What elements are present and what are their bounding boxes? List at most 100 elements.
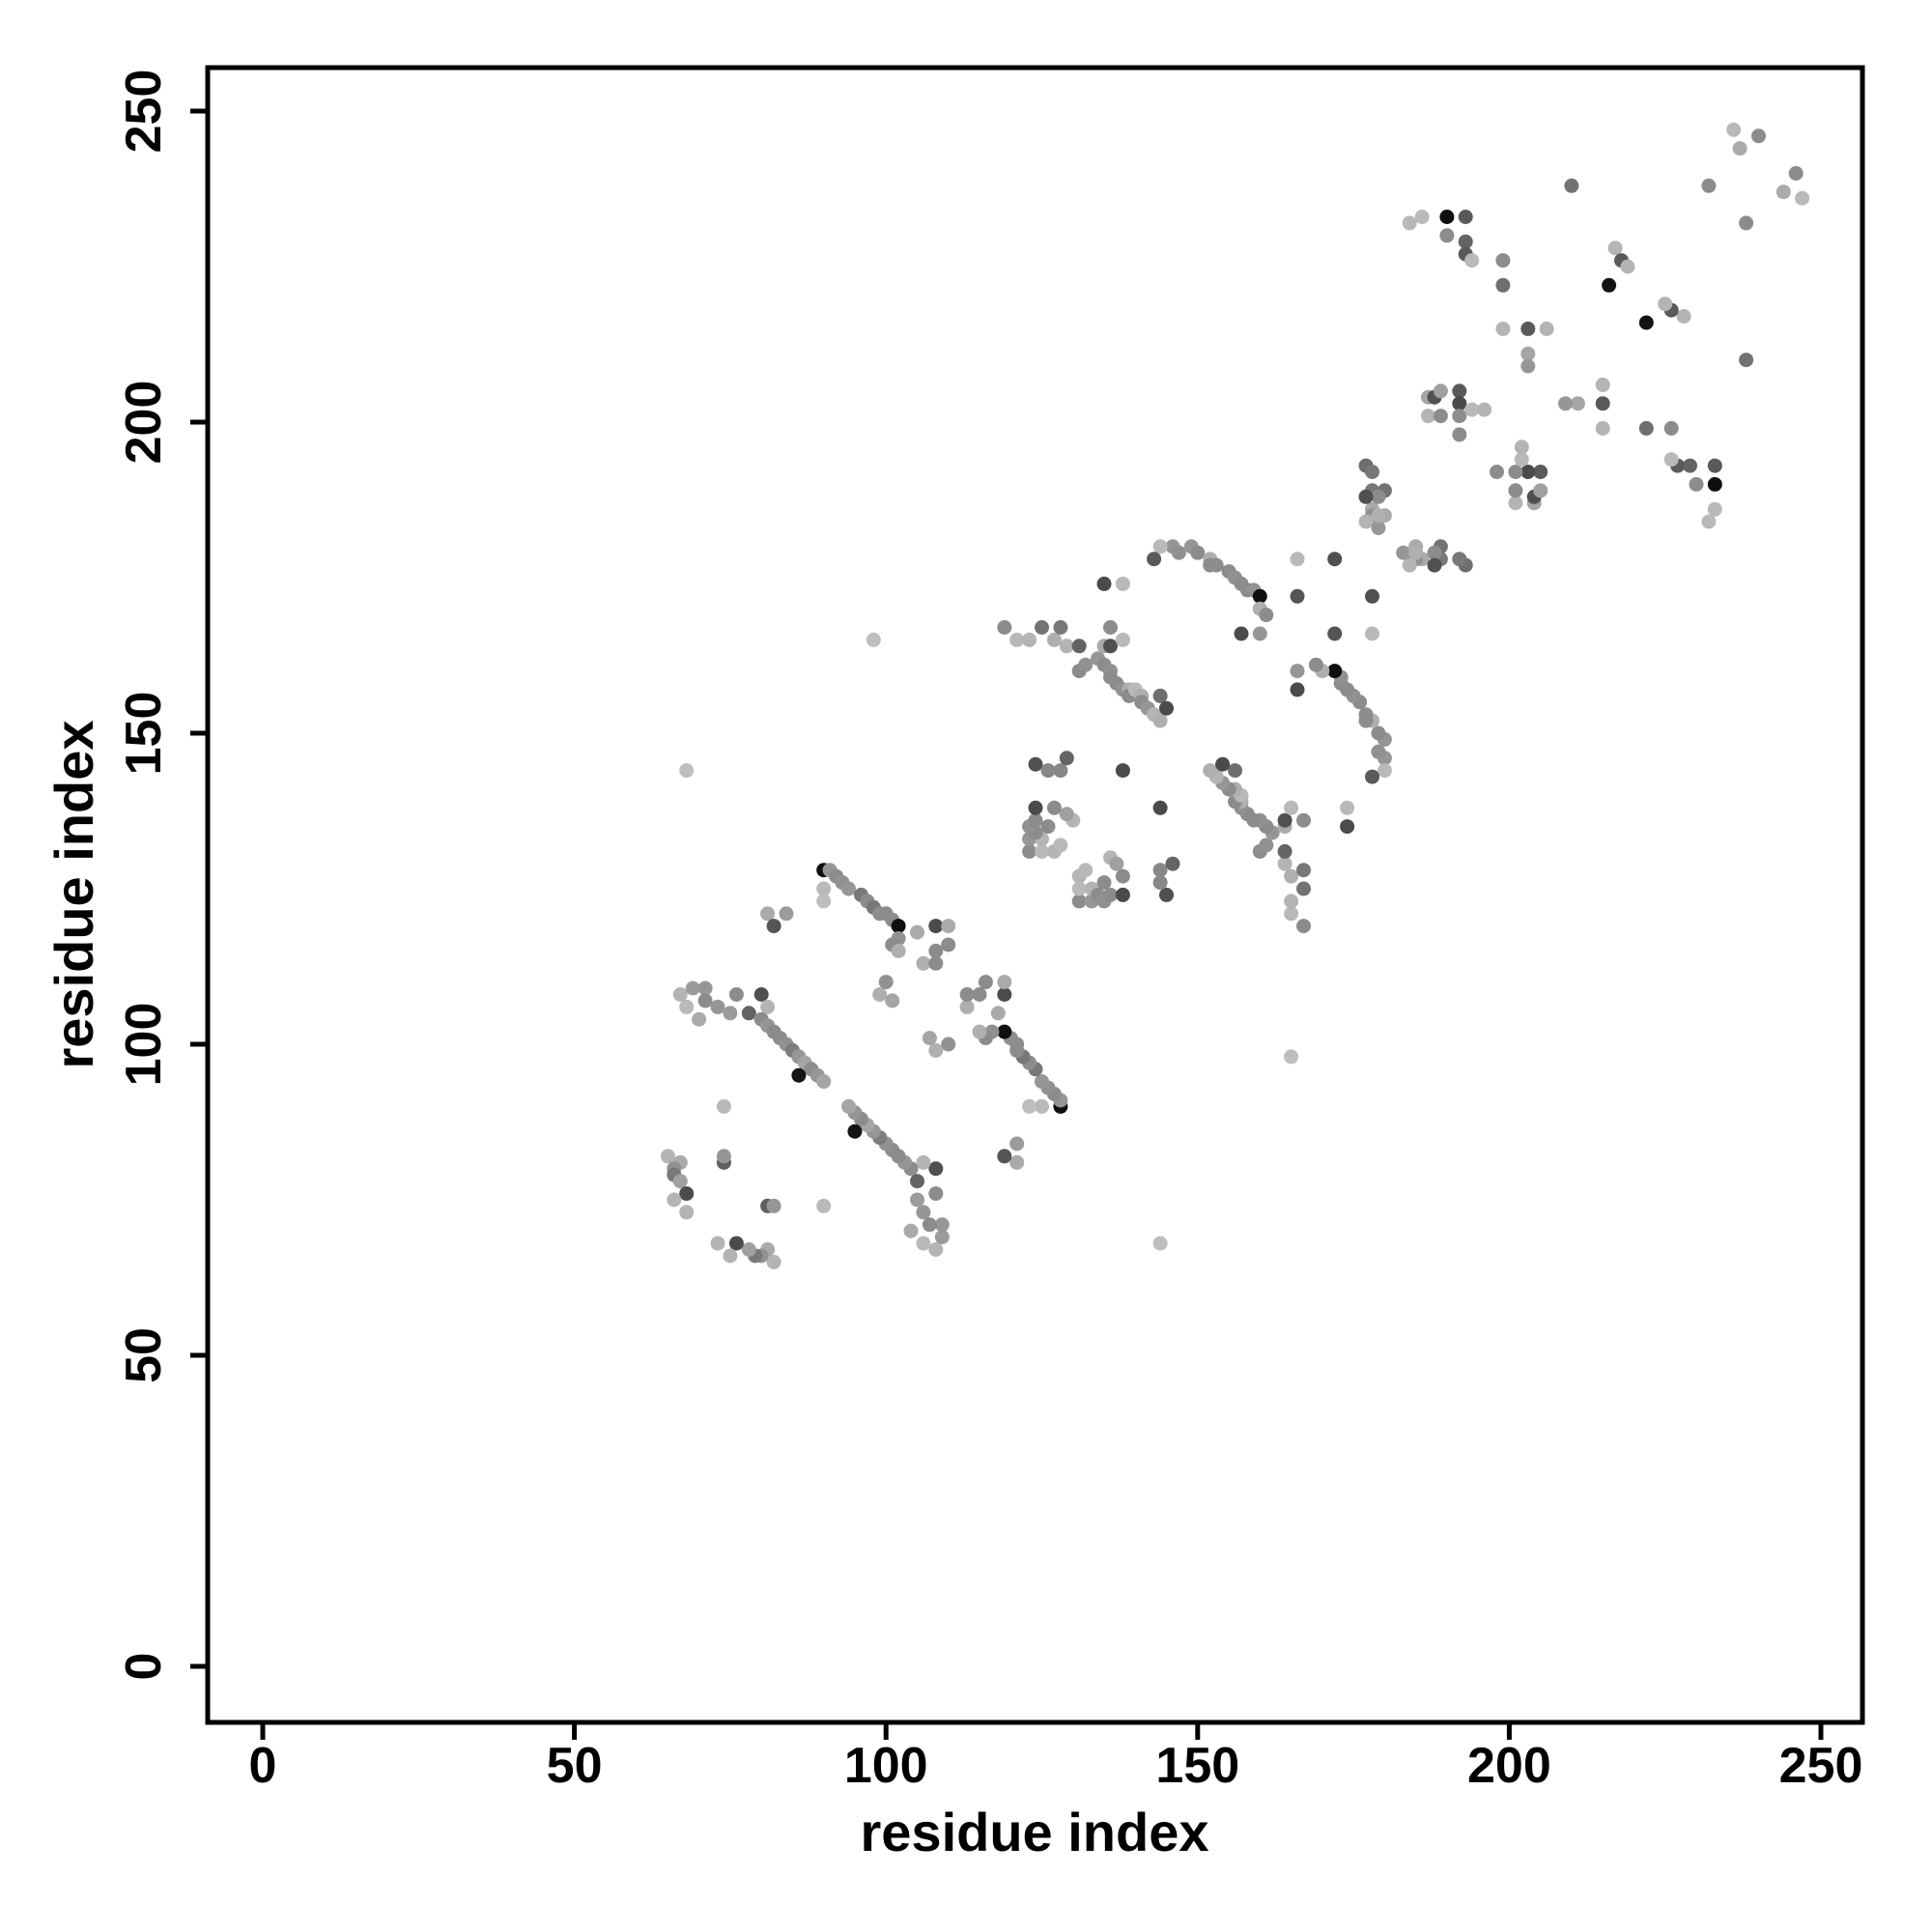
- contact-point-mirror: [1152, 875, 1168, 891]
- contact-point: [1028, 812, 1043, 828]
- contact-point: [1171, 545, 1186, 560]
- contact-point: [766, 919, 781, 934]
- contact-point-mirror: [1152, 863, 1168, 878]
- contact-point-mirror: [959, 999, 975, 1014]
- contact-point-mirror: [1658, 297, 1673, 312]
- contact-point: [872, 987, 888, 1002]
- contact-point-mirror: [1365, 588, 1379, 604]
- contact-point-mirror: [928, 1161, 944, 1177]
- contact-point-mirror: [1152, 1236, 1168, 1251]
- contact-point: [1115, 576, 1130, 591]
- contact-point: [1115, 632, 1130, 647]
- contact-point: [1439, 210, 1455, 224]
- contact-point: [1152, 539, 1168, 554]
- contact-point-mirror: [1296, 881, 1311, 896]
- contact-point-mirror: [1340, 800, 1355, 815]
- contact-point: [1452, 396, 1467, 412]
- contact-point: [1726, 122, 1742, 137]
- contact-point: [1433, 409, 1448, 424]
- contact-point-mirror: [1009, 1136, 1025, 1151]
- contact-point: [1035, 843, 1049, 859]
- contact-point-mirror: [928, 1242, 944, 1257]
- contact-point-mirror: [1009, 1154, 1025, 1170]
- contact-point: [1520, 346, 1536, 361]
- contact-point: [660, 1149, 675, 1164]
- x-tick-label: 0: [249, 1738, 277, 1794]
- contact-point: [1159, 700, 1174, 716]
- contact-point: [760, 906, 776, 922]
- contact-point-mirror: [1396, 545, 1411, 560]
- contact-point: [760, 999, 776, 1014]
- y-tick-label: 250: [116, 70, 172, 154]
- contact-point: [1371, 489, 1386, 504]
- contact-point: [1402, 215, 1417, 231]
- contact-point: [841, 881, 856, 896]
- contact-point: [1495, 277, 1511, 293]
- contact-point: [1071, 639, 1087, 654]
- contact-point: [1028, 800, 1043, 815]
- contact-point-mirror: [1277, 856, 1293, 871]
- x-tick-label: 50: [547, 1738, 603, 1794]
- x-axis-ticks: 0 50 100 150 200 250: [249, 1722, 1862, 1794]
- contact-point-mirror: [1284, 800, 1299, 815]
- contact-point-mirror: [941, 1037, 956, 1052]
- contact-point: [716, 1098, 731, 1114]
- contact-point-mirror: [710, 1236, 725, 1251]
- contact-point-mirror: [1296, 863, 1311, 878]
- contact-point-mirror: [922, 1031, 937, 1046]
- contact-point-mirror: [1228, 763, 1242, 779]
- contact-point: [1040, 819, 1056, 835]
- contact-point: [723, 1006, 738, 1021]
- contact-point-mirror: [816, 1198, 832, 1213]
- contact-point: [916, 955, 931, 971]
- contact-point: [685, 980, 700, 996]
- contact-point-mirror: [1277, 812, 1293, 828]
- contact-point: [791, 1067, 807, 1083]
- contact-point: [1103, 620, 1118, 635]
- contact-point-mirror: [1358, 707, 1374, 723]
- contact-point: [1520, 358, 1536, 374]
- contact-point-mirror: [1152, 800, 1168, 815]
- y-tick-label: 100: [116, 1003, 172, 1087]
- contact-point: [1458, 210, 1473, 224]
- contact-point-mirror: [916, 1205, 931, 1220]
- contact-point: [891, 943, 906, 958]
- contact-point-mirror: [1071, 881, 1087, 896]
- contact-point: [816, 894, 832, 909]
- contact-point-mirror: [1035, 1098, 1049, 1114]
- contact-point-mirror: [1427, 545, 1442, 560]
- contact-point-mirror: [1701, 514, 1717, 529]
- contact-point: [1040, 763, 1056, 779]
- contact-point-mirror: [1508, 483, 1523, 498]
- contact-point: [1433, 384, 1448, 399]
- contact-point-mirror: [1078, 863, 1094, 878]
- contact-point-mirror: [997, 975, 1012, 990]
- contact-point: [1701, 178, 1717, 193]
- contact-point: [1152, 713, 1168, 728]
- contact-point: [1464, 253, 1480, 269]
- contact-point-mirror: [1215, 756, 1231, 772]
- y-tick-label: 50: [116, 1327, 172, 1383]
- contact-point-mirror: [910, 1174, 924, 1189]
- contact-point-mirror: [910, 1192, 924, 1208]
- contact-point-mirror: [1490, 465, 1504, 479]
- contact-point-mirror: [1739, 353, 1754, 368]
- contact-point-mirror: [1689, 476, 1704, 492]
- contact-point-mirror: [997, 1024, 1012, 1039]
- contact-point: [692, 1011, 707, 1027]
- contact-point: [679, 763, 695, 779]
- contact-point: [1495, 321, 1511, 336]
- contact-point: [1539, 321, 1554, 336]
- contact-point-mirror: [1371, 744, 1386, 759]
- contact-point-mirror: [1327, 626, 1343, 641]
- contact-point-mirror: [1284, 1049, 1299, 1065]
- contact-point: [1464, 402, 1480, 417]
- contact-point: [928, 955, 944, 971]
- contact-point-mirror: [1115, 887, 1130, 902]
- contact-point: [1152, 688, 1168, 703]
- contact-point: [928, 943, 944, 958]
- contact-point: [1059, 751, 1074, 766]
- contact-point-mirror: [1533, 483, 1548, 498]
- y-tick-label: 0: [116, 1653, 172, 1681]
